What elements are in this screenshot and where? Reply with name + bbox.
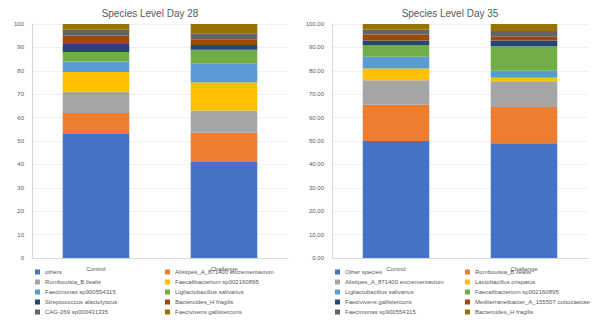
svg-text:70: 70 <box>17 91 24 97</box>
svg-text:Species Level Day 35: Species Level Day 35 <box>402 8 499 19</box>
svg-text:90: 90 <box>17 44 24 50</box>
svg-text:40.00: 40.00 <box>309 161 325 167</box>
svg-text:Control: Control <box>86 266 105 272</box>
svg-text:Bacteroides_H fragilis: Bacteroides_H fragilis <box>475 309 533 315</box>
svg-text:0: 0 <box>21 255 25 261</box>
svg-text:30: 30 <box>17 185 24 191</box>
svg-text:Species Level Day 28: Species Level Day 28 <box>102 8 199 19</box>
svg-text:Streptococcus alactolyticus: Streptococcus alactolyticus <box>45 299 117 305</box>
svg-text:60.00: 60.00 <box>309 115 325 121</box>
svg-text:10: 10 <box>17 232 24 238</box>
svg-text:60: 60 <box>17 115 24 121</box>
svg-text:90.00: 90.00 <box>309 44 325 50</box>
svg-text:100.00: 100.00 <box>306 21 325 27</box>
svg-text:20.00: 20.00 <box>309 208 325 214</box>
svg-text:Mediterraneibacter_A_155507 co: Mediterraneibacter_A_155507 cottocaecae <box>475 299 590 305</box>
svg-text:Lactobacillus crispatus: Lactobacillus crispatus <box>475 279 535 285</box>
svg-text:100: 100 <box>14 21 25 27</box>
svg-text:50.00: 50.00 <box>309 138 325 144</box>
svg-text:20: 20 <box>17 208 24 214</box>
svg-text:Bacteroides_H fragilis: Bacteroides_H fragilis <box>175 299 233 305</box>
svg-text:Other species: Other species <box>345 269 382 275</box>
svg-text:others: others <box>45 269 62 275</box>
svg-text:Faecalibacterium sp002160895: Faecalibacterium sp002160895 <box>475 289 559 295</box>
svg-text:0.00: 0.00 <box>312 255 324 261</box>
svg-text:Faecalibacterium sp002160895: Faecalibacterium sp002160895 <box>175 279 259 285</box>
svg-text:30.00: 30.00 <box>309 185 325 191</box>
svg-text:Alistipes_A_871400 excrementav: Alistipes_A_871400 excrementavium <box>175 269 274 275</box>
svg-text:Faecivivens gallistercoris: Faecivivens gallistercoris <box>175 309 242 315</box>
svg-text:Faecivivens gallistercoris: Faecivivens gallistercoris <box>345 299 412 305</box>
svg-text:Ligilactobacillus salivarius: Ligilactobacillus salivarius <box>175 289 244 295</box>
svg-text:Romboutsia_B ilealis: Romboutsia_B ilealis <box>45 279 101 285</box>
svg-text:80: 80 <box>17 68 24 74</box>
svg-text:Romboutsia_B ilealis: Romboutsia_B ilealis <box>475 269 531 275</box>
svg-text:80.00: 80.00 <box>309 68 325 74</box>
svg-text:Alistipes_A_871400 excrementav: Alistipes_A_871400 excrementavium <box>345 279 444 285</box>
svg-text:CAG-269 sp000431335: CAG-269 sp000431335 <box>45 309 109 315</box>
svg-text:40: 40 <box>17 161 24 167</box>
svg-text:Ligilactobacillus salivarius: Ligilactobacillus salivarius <box>345 289 414 295</box>
svg-text:Control: Control <box>386 266 405 272</box>
svg-text:Faecimonas sp900554315: Faecimonas sp900554315 <box>45 289 116 295</box>
svg-text:Faecimonas sp900554315: Faecimonas sp900554315 <box>345 309 416 315</box>
svg-text:50: 50 <box>17 138 24 144</box>
svg-text:70.00: 70.00 <box>309 91 325 97</box>
svg-text:10.00: 10.00 <box>309 232 325 238</box>
